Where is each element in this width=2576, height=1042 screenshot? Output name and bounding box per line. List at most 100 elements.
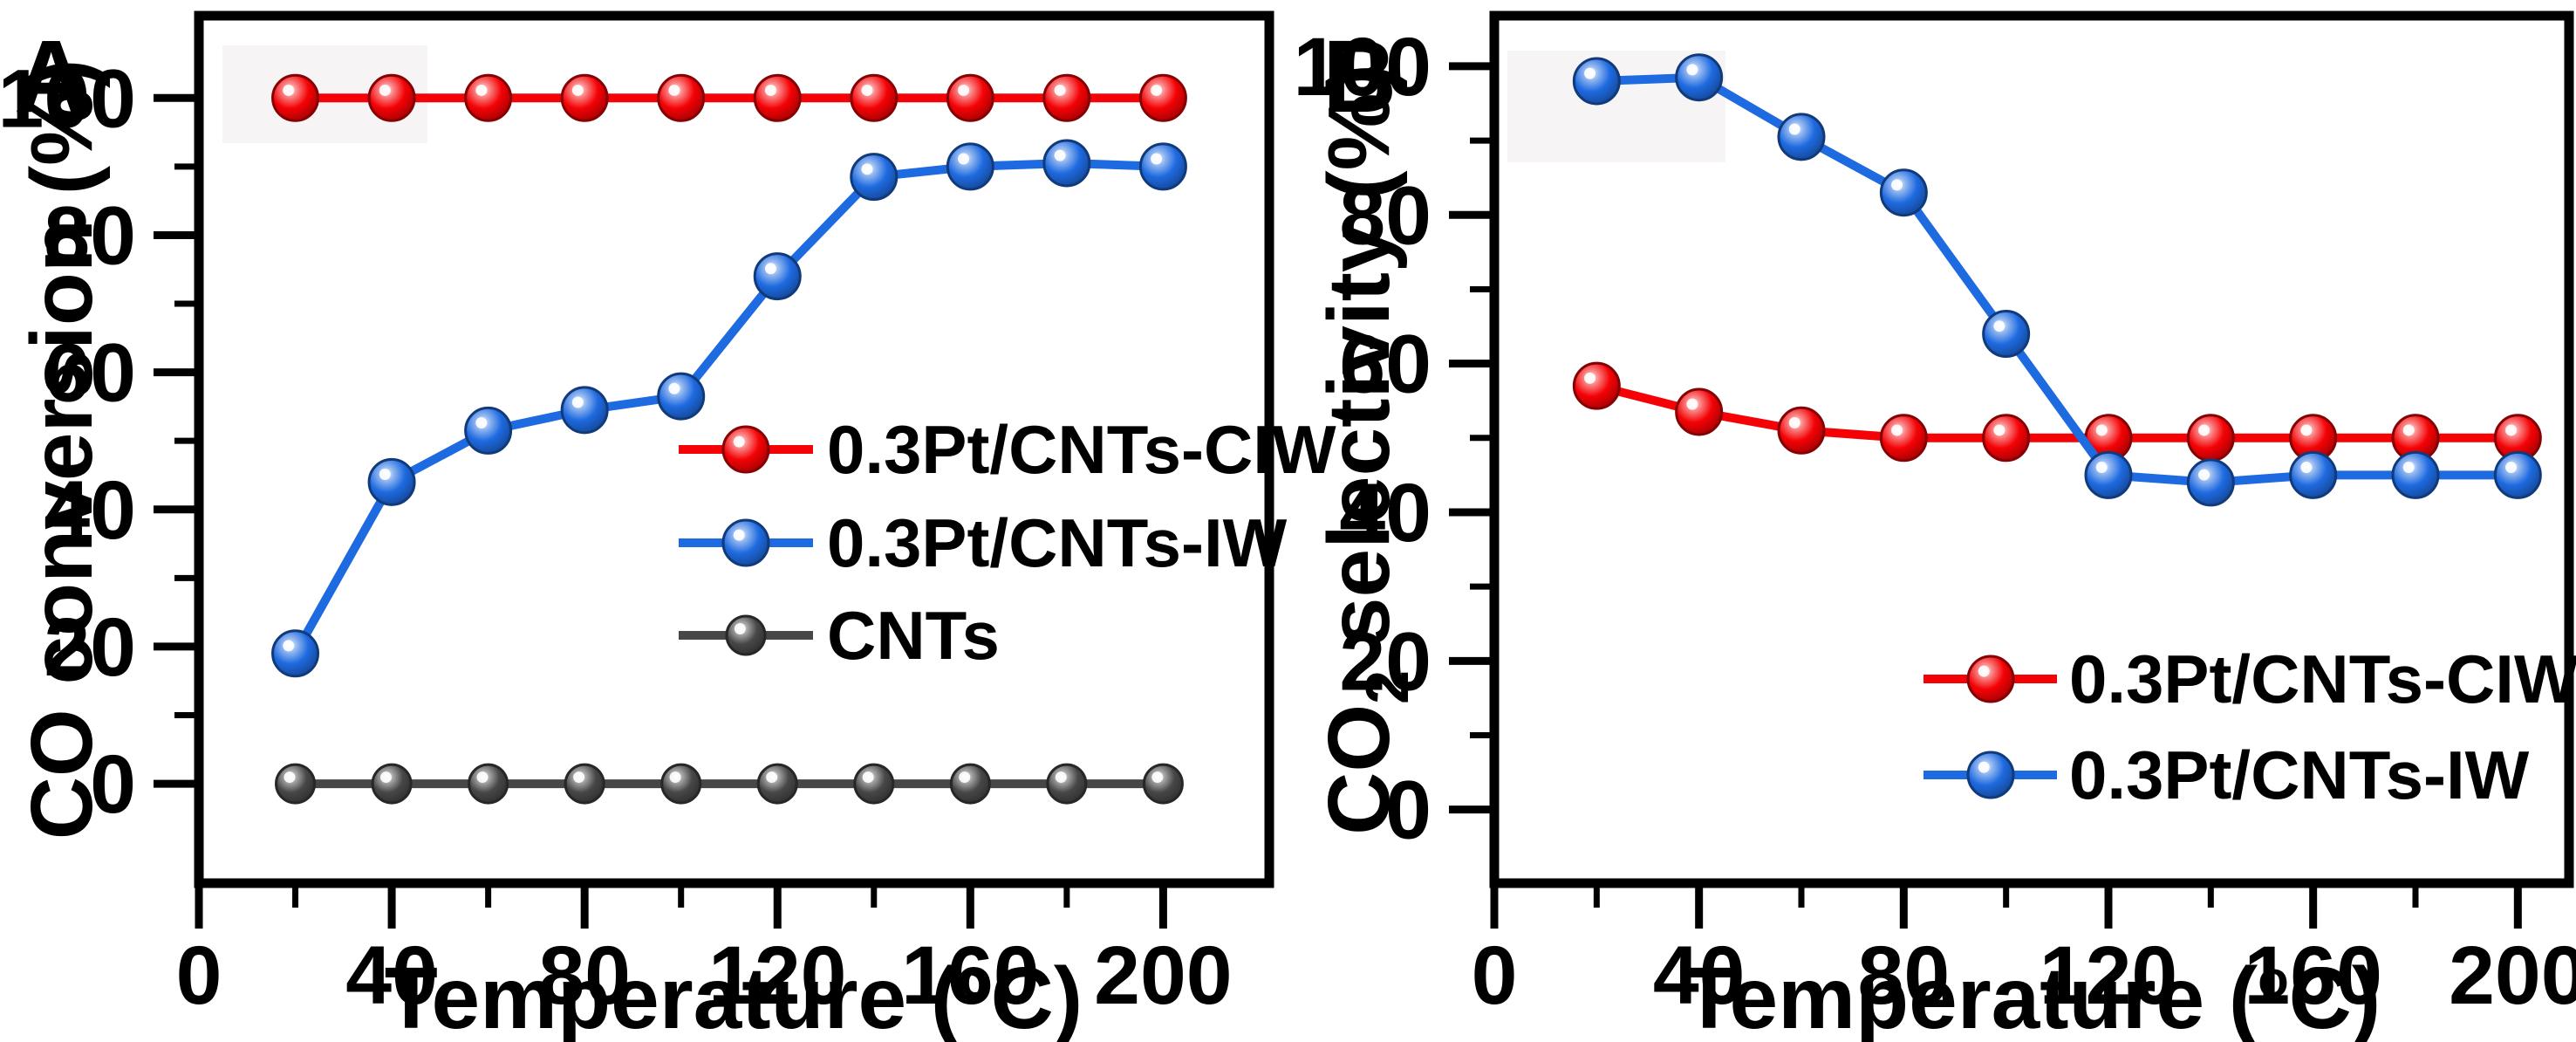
- panel-b-x-axis-title: Temperature (oC): [1683, 949, 2381, 1042]
- marker-0.3Pt/CNTs-IW: [753, 252, 802, 301]
- marker-highlight: [2095, 424, 2108, 436]
- marker-CNTs: [275, 763, 317, 805]
- marker-0.3Pt/CNTs-IW: [271, 629, 320, 678]
- x-tick-label: 160: [2244, 929, 2382, 1022]
- marker-CNTs: [371, 763, 413, 805]
- marker-0.3Pt/CNTs-IW: [1879, 168, 1928, 217]
- marker-CNTs: [468, 763, 509, 805]
- y-tick-label: 40: [1339, 467, 1431, 559]
- y-tick-label: 20: [1339, 615, 1431, 708]
- marker-highlight: [283, 640, 295, 652]
- marker-0.3Pt/CNTs-IW: [946, 142, 994, 191]
- marker-CNTs: [1046, 763, 1088, 805]
- marker-0.3Pt/CNTs-IW: [657, 372, 706, 421]
- legend-label-0.3Pt/CNTs-CIW: 0.3Pt/CNTs-CIW: [2069, 641, 2576, 717]
- marker-highlight: [1054, 149, 1066, 161]
- marker-0.3Pt/CNTs-CIW: [946, 73, 994, 122]
- panel-a-x-axis-title: Temperature (oC): [385, 949, 1083, 1042]
- marker-highlight: [766, 771, 778, 784]
- marker-0.3Pt/CNTs-CIW: [464, 73, 513, 122]
- y-tick-label: 20: [44, 601, 136, 694]
- marker-0.3Pt/CNTs-IW: [2391, 450, 2440, 499]
- marker-highlight: [1151, 84, 1163, 96]
- plot-frame: [194, 10, 1274, 888]
- marker-highlight: [379, 468, 391, 480]
- marker-0.3Pt/CNTs-CIW: [1138, 73, 1187, 122]
- marker-0.3Pt/CNTs-IW: [2186, 458, 2235, 507]
- y-tick-label: 60: [44, 327, 136, 420]
- marker-highlight: [764, 263, 776, 275]
- legend-marker-highlight: [733, 435, 745, 448]
- marker-highlight: [1891, 424, 1903, 436]
- marker-0.3Pt/CNTs-IW: [1572, 57, 1621, 106]
- marker-highlight: [379, 771, 392, 784]
- x-tick-label: 120: [708, 929, 847, 1022]
- marker-highlight: [862, 771, 874, 784]
- marker-highlight: [958, 84, 970, 96]
- marker-CNTs: [564, 763, 605, 805]
- marker-highlight: [1788, 416, 1800, 428]
- marker-highlight: [2198, 469, 2210, 481]
- x-tick-label: 80: [538, 929, 631, 1022]
- marker-0.3Pt/CNTs-CIW: [753, 73, 802, 122]
- series-line-0.3Pt/CNTs-CIW: [1595, 381, 2518, 442]
- marker-highlight: [861, 84, 873, 96]
- marker-highlight: [284, 771, 296, 784]
- marker-highlight: [283, 84, 295, 96]
- chart-render-layer: 0 40 80 120 160 2000204060801000.3Pt/CNTs-CIW…: [0, 10, 2576, 1022]
- marker-highlight: [1686, 64, 1698, 76]
- marker-0.3Pt/CNTs-IW: [850, 153, 899, 202]
- marker-0.3Pt/CNTs-CIW: [367, 73, 416, 122]
- y-tick-label: 0: [1385, 764, 1431, 857]
- marker-0.3Pt/CNTs-IW: [1138, 142, 1187, 191]
- marker-highlight: [764, 84, 776, 96]
- x-tick-label: 80: [1857, 929, 1950, 1022]
- x-tick-label: 200: [2449, 929, 2576, 1022]
- marker-highlight: [669, 771, 681, 784]
- marker-0.3Pt/CNTs-IW: [1675, 53, 1724, 102]
- legend-label-0.3Pt/CNTs-IW: 0.3Pt/CNTs-IW: [827, 504, 1288, 581]
- marker-highlight: [1054, 84, 1066, 96]
- legend-sample-marker: [1966, 655, 2015, 703]
- panel-a-y-axis-title: CO conversion (%): [13, 59, 111, 840]
- marker-highlight: [2505, 424, 2518, 436]
- static-labels: A B CO conversion (%) CO2 selectivity (%…: [13, 19, 2381, 1042]
- marker-CNTs: [660, 763, 702, 805]
- marker-highlight: [2300, 462, 2313, 474]
- y-tick-label: 80: [1339, 169, 1431, 262]
- y-tick-label: 100: [0, 52, 136, 145]
- x-tick-label: 40: [345, 929, 438, 1022]
- y-tick-label: 0: [90, 738, 136, 831]
- marker-highlight: [861, 163, 873, 175]
- plot-frame: [1489, 10, 2574, 888]
- marker-highlight: [475, 84, 488, 96]
- marker-0.3Pt/CNTs-CIW: [1777, 406, 1826, 455]
- marker-CNTs: [949, 763, 991, 805]
- series-line-0.3Pt/CNTs-IW: [1596, 72, 2518, 487]
- x-tick-label: 200: [1094, 929, 1233, 1022]
- marker-highlight: [1788, 123, 1800, 135]
- x-tick-label: 40: [1653, 929, 1746, 1022]
- marker-highlight: [1055, 771, 1067, 784]
- marker-0.3Pt/CNTs-CIW: [657, 73, 706, 122]
- marker-highlight: [571, 84, 584, 96]
- marker-highlight: [1891, 179, 1903, 191]
- marker-highlight: [475, 417, 488, 429]
- marker-highlight: [2402, 462, 2415, 474]
- x-tick-label: 120: [2040, 929, 2178, 1022]
- y-tick-label: 60: [1339, 319, 1431, 411]
- marker-0.3Pt/CNTs-CIW: [850, 73, 899, 122]
- panel-b-letter: B: [1322, 19, 1397, 134]
- marker-0.3Pt/CNTs-IW: [2084, 450, 2133, 499]
- legend-marker-highlight: [734, 623, 746, 635]
- marker-highlight: [1151, 771, 1164, 784]
- x-tick-label: 0: [176, 929, 222, 1022]
- legend-sample-marker: [1966, 751, 2015, 799]
- legend-marker-highlight: [1978, 761, 1990, 773]
- y-tick-label: 80: [44, 189, 136, 282]
- legend-label-0.3Pt/CNTs-IW: 0.3Pt/CNTs-IW: [2069, 737, 2530, 813]
- marker-0.3Pt/CNTs-CIW: [1879, 414, 1928, 463]
- marker-highlight: [1584, 372, 1596, 384]
- legend-sample-marker: [725, 614, 767, 656]
